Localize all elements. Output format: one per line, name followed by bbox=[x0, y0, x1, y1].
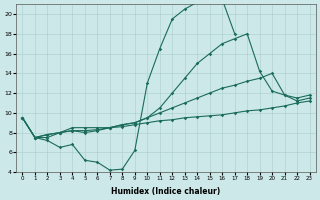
X-axis label: Humidex (Indice chaleur): Humidex (Indice chaleur) bbox=[111, 187, 221, 196]
